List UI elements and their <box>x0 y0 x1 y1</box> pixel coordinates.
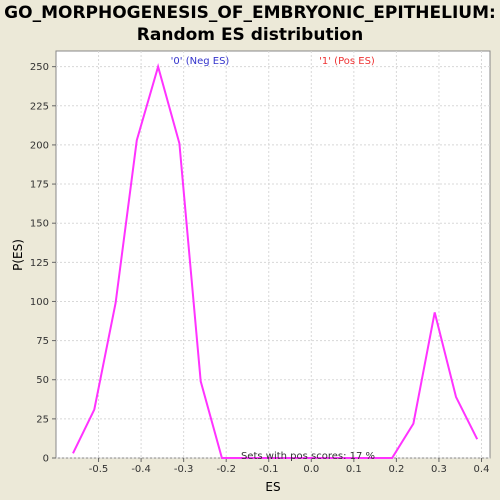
y-tick-label: 100 <box>30 297 49 308</box>
plot-background <box>55 50 491 459</box>
x-tick-label: 0.2 <box>388 464 404 475</box>
y-tick-label: 50 <box>36 375 49 386</box>
y-tick-label: 200 <box>30 140 49 151</box>
x-tick-label: 0.4 <box>474 464 490 475</box>
x-tick-label: -0.2 <box>216 464 236 475</box>
chart-subtitle: Random ES distribution <box>136 25 364 45</box>
y-tick-label: 225 <box>30 101 49 112</box>
y-tick-label: 175 <box>30 180 49 191</box>
y-tick-label: 75 <box>36 336 49 347</box>
y-tick-label: 0 <box>43 454 49 465</box>
y-axis-label: P(ES) <box>11 239 25 271</box>
y-axis-ticks: 0 25 50 75 100 125 150 175 200 225 250 <box>30 62 56 465</box>
legend-pos-es: '1' (Pos ES) <box>319 56 375 67</box>
x-tick-label: 0.3 <box>431 464 447 475</box>
x-axis-label: ES <box>265 480 280 494</box>
x-tick-label: 0.0 <box>303 464 319 475</box>
chart-title: GO_MORPHOGENESIS_OF_EMBRYONIC_EPITHELIUM… <box>4 3 496 23</box>
x-tick-label: -0.4 <box>131 464 151 475</box>
x-axis-ticks: -0.5 -0.4 -0.3 -0.2 -0.1 0.0 0.1 0.2 0.3 0.4 <box>89 458 490 475</box>
y-tick-label: 150 <box>30 219 49 230</box>
x-tick-label: 0.1 <box>346 464 362 475</box>
y-tick-label: 25 <box>36 414 49 425</box>
gridlines <box>56 51 490 459</box>
x-tick-label: -0.5 <box>89 464 109 475</box>
series-line <box>72 63 479 459</box>
x-tick-label: -0.3 <box>174 464 194 475</box>
y-tick-label: 125 <box>30 258 49 269</box>
x-tick-label: -0.1 <box>259 464 279 475</box>
pos-scores-annotation: Sets with pos scores: 17 % <box>241 451 375 462</box>
legend-neg-es: '0' (Neg ES) <box>171 56 230 67</box>
y-tick-label: 250 <box>30 62 49 73</box>
